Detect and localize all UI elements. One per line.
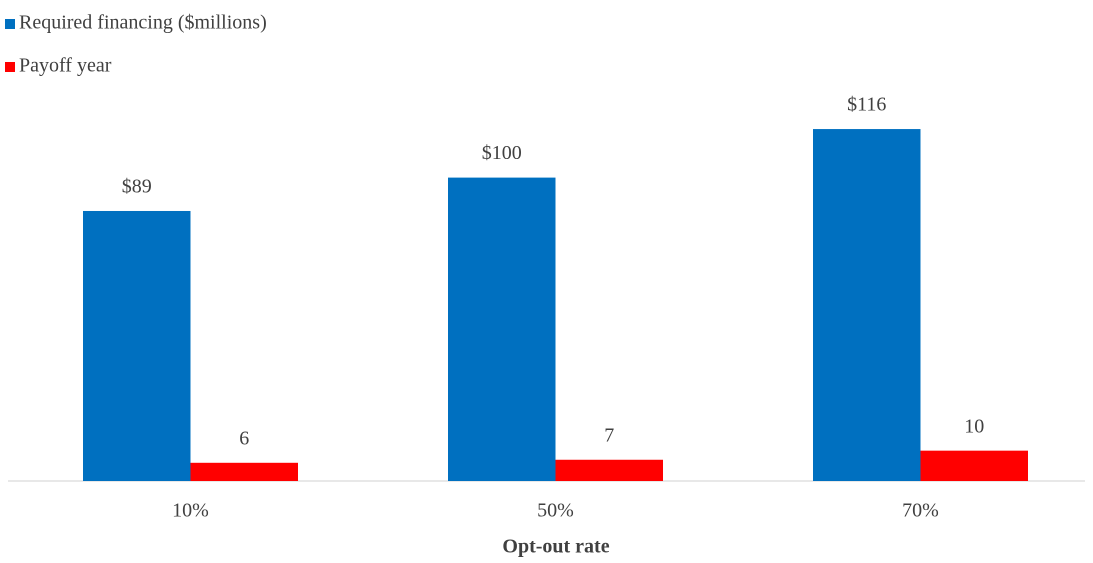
x-tick-label: 10% — [172, 500, 209, 522]
legend-label: Required financing ($millions) — [19, 12, 267, 34]
data-label: $116 — [847, 94, 886, 116]
bar — [813, 129, 921, 481]
bar — [190, 462, 298, 481]
data-label: 7 — [604, 424, 614, 446]
data-label: $89 — [122, 176, 152, 198]
data-label: $100 — [482, 142, 522, 164]
legend-swatch — [5, 62, 15, 72]
x-tick-label: 50% — [537, 500, 574, 522]
bar — [555, 459, 663, 481]
bar — [83, 210, 191, 481]
x-axis-title: Opt-out rate — [502, 536, 609, 558]
legend-swatch — [5, 19, 15, 29]
legend-label: Payoff year — [19, 55, 112, 77]
bar — [920, 450, 1028, 481]
data-label: 10 — [964, 415, 984, 437]
bar — [448, 177, 556, 481]
x-tick-label: 70% — [902, 500, 939, 522]
data-label: 6 — [239, 427, 249, 449]
